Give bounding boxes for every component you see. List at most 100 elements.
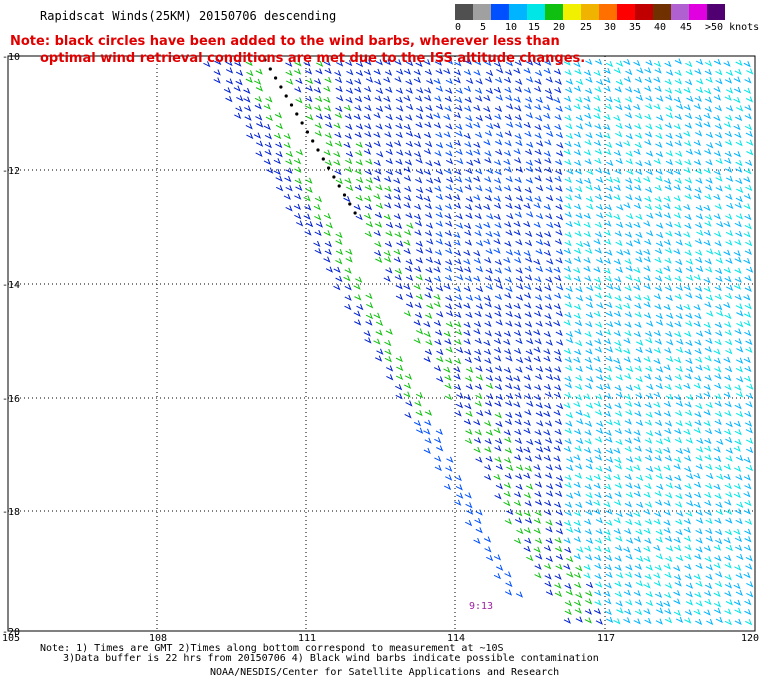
wind-barb <box>495 319 503 326</box>
wind-barb <box>534 439 542 446</box>
wind-barb <box>746 591 754 598</box>
wind-barb <box>525 364 533 372</box>
wind-barb <box>554 87 562 94</box>
wind-barb <box>404 229 412 236</box>
wind-barb <box>674 456 682 463</box>
wind-barb <box>555 159 563 166</box>
wind-barb <box>395 114 403 122</box>
wind-barb <box>645 501 653 508</box>
wind-barb <box>275 123 283 130</box>
wind-barb <box>314 130 322 137</box>
wind-barb <box>306 114 314 121</box>
wind-barb <box>654 204 663 211</box>
wind-barb <box>625 68 633 76</box>
wind-barb <box>675 267 683 274</box>
wind-barb <box>585 457 594 464</box>
wind-barb <box>465 149 473 156</box>
wind-barb <box>724 293 733 300</box>
wind-barb <box>613 474 621 481</box>
wind-barb <box>713 150 722 157</box>
wind-barb <box>633 148 641 156</box>
wind-barb <box>574 193 582 200</box>
wind-barb <box>564 356 572 363</box>
wind-barb <box>445 158 454 165</box>
color-swatch-1 <box>473 4 491 20</box>
wind-barb <box>446 310 454 317</box>
wind-barb <box>633 60 641 67</box>
wind-barb <box>584 356 592 364</box>
wind-barb <box>395 283 403 290</box>
wind-barb <box>725 339 733 346</box>
wind-barb <box>685 510 693 517</box>
wind-barb <box>225 59 233 67</box>
wind-barb <box>703 204 711 212</box>
wind-barb <box>465 383 473 390</box>
wind-barb <box>496 564 504 571</box>
wind-barb <box>294 178 302 185</box>
wind-barb <box>684 573 693 580</box>
wind-barb <box>696 229 704 237</box>
wind-barb <box>534 563 542 570</box>
wind-barb <box>623 348 631 355</box>
wind-barb <box>625 96 633 103</box>
wind-barb <box>594 563 602 570</box>
wind-barb <box>475 383 483 391</box>
wind-barb <box>373 230 381 237</box>
wind-barb <box>314 105 322 112</box>
wind-barb <box>456 347 464 354</box>
wind-barb <box>375 355 383 362</box>
wind-barb <box>446 58 454 65</box>
wind-barb <box>623 140 631 147</box>
wind-barb <box>494 412 502 419</box>
wind-barb <box>365 158 373 165</box>
wind-barb <box>715 508 724 516</box>
wind-barb <box>474 429 482 436</box>
wind-barb <box>525 348 533 356</box>
wind-barb <box>634 195 642 202</box>
wind-barb <box>503 257 511 264</box>
wind-barb <box>375 123 383 130</box>
wind-barb <box>493 122 501 129</box>
wind-barb <box>473 257 481 264</box>
wind-barb <box>744 330 752 337</box>
wind-barb <box>724 554 732 562</box>
wind-barb <box>385 148 393 156</box>
wind-barb <box>596 384 604 391</box>
wind-barb <box>624 446 632 453</box>
wind-barb <box>573 149 582 156</box>
wind-barb <box>344 133 352 140</box>
wind-barb <box>704 88 712 95</box>
wind-barb <box>456 392 464 399</box>
wind-barb <box>324 159 333 166</box>
wind-barb <box>374 241 382 248</box>
color-swatch-4 <box>527 4 545 20</box>
wind-barb <box>615 122 623 130</box>
wind-barb <box>636 474 644 482</box>
wind-barb <box>283 133 291 140</box>
wind-barb <box>304 68 313 75</box>
color-swatch-5 <box>545 4 563 20</box>
wind-barb <box>663 509 671 516</box>
wind-barb <box>485 429 493 436</box>
wind-barb <box>323 256 331 263</box>
wind-barb <box>604 429 612 437</box>
wind-barb <box>714 418 722 426</box>
wind-barb <box>434 437 442 444</box>
wind-barb <box>594 537 603 544</box>
wind-barb <box>665 247 673 254</box>
wind-barb <box>645 347 653 354</box>
wind-barb <box>704 437 712 445</box>
wind-barb <box>483 536 492 543</box>
wind-barb <box>553 303 562 310</box>
wind-barb <box>485 366 493 374</box>
wind-barb <box>264 149 272 156</box>
wind-barb <box>693 472 701 480</box>
wind-barb <box>414 151 422 158</box>
wind-barb <box>635 160 643 167</box>
wind-barb <box>653 103 661 110</box>
wind-barb <box>633 536 642 543</box>
wind-barb <box>615 364 623 372</box>
wind-barb <box>695 580 703 587</box>
wind-barb <box>565 365 573 372</box>
wind-barb <box>443 283 451 290</box>
